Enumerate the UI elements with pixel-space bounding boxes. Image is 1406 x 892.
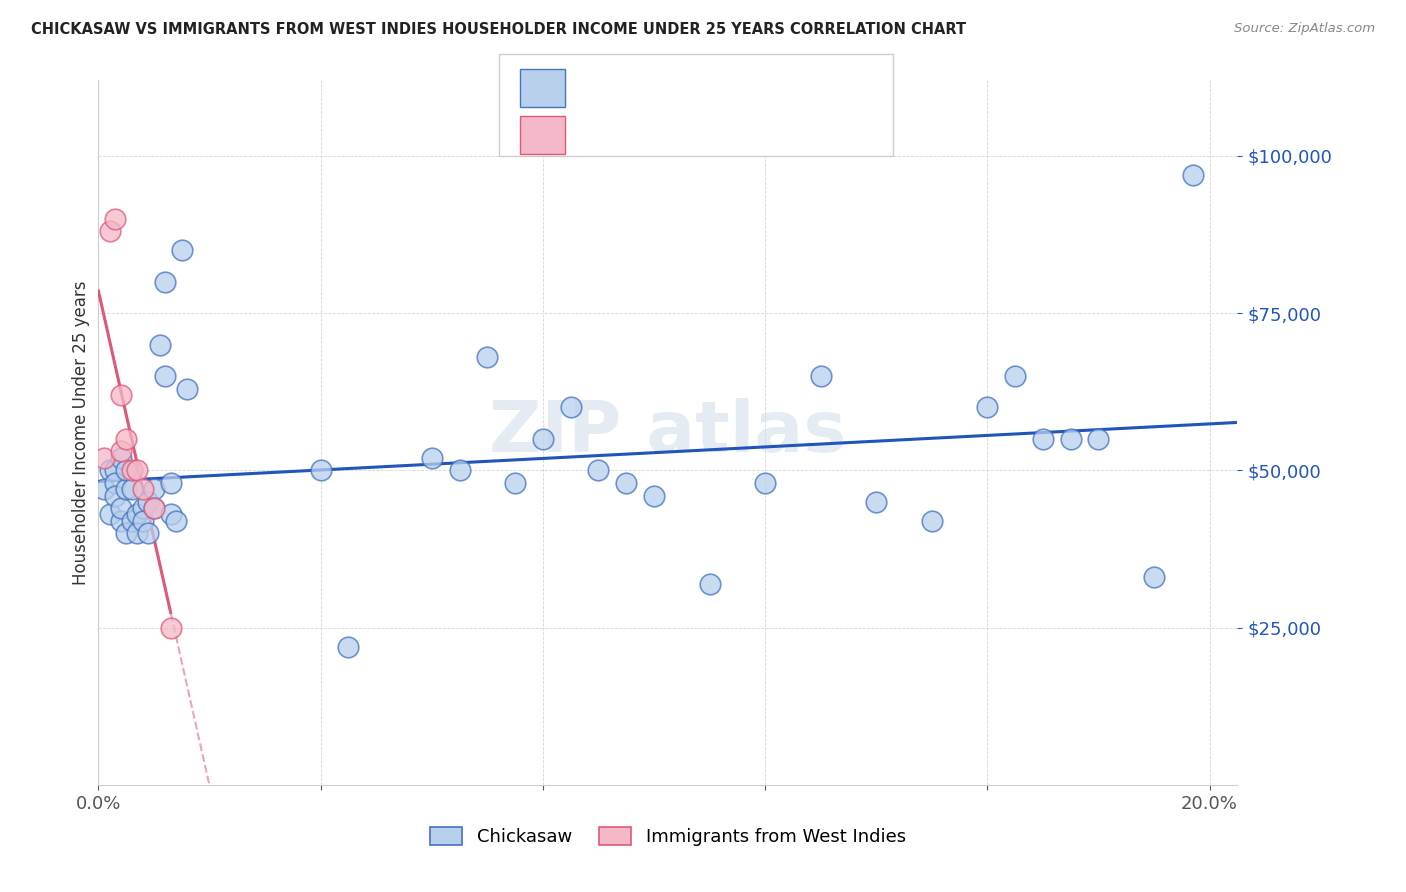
Point — [132, 501, 155, 516]
Point — [104, 475, 127, 490]
Point — [1004, 369, 1026, 384]
Point — [420, 450, 443, 465]
Point — [127, 463, 149, 477]
Point — [98, 463, 121, 477]
Point — [110, 444, 132, 458]
Text: CHICKASAW VS IMMIGRANTS FROM WEST INDIES HOUSEHOLDER INCOME UNDER 25 YEARS CORRE: CHICKASAW VS IMMIGRANTS FROM WEST INDIES… — [31, 22, 966, 37]
Point — [104, 489, 127, 503]
Point — [143, 501, 166, 516]
Point — [337, 640, 360, 654]
Point — [127, 508, 149, 522]
Point — [98, 224, 121, 238]
Point — [121, 514, 143, 528]
Point — [93, 482, 115, 496]
Point — [754, 475, 776, 490]
Point — [165, 514, 187, 528]
Point — [127, 526, 149, 541]
Point — [104, 463, 127, 477]
Point — [531, 432, 554, 446]
Legend: Chickasaw, Immigrants from West Indies: Chickasaw, Immigrants from West Indies — [422, 820, 914, 854]
Point — [503, 475, 526, 490]
Point — [699, 576, 721, 591]
Point — [143, 482, 166, 496]
Point — [138, 495, 160, 509]
Point — [115, 463, 138, 477]
Point — [148, 337, 170, 351]
Point — [93, 450, 115, 465]
Point — [110, 450, 132, 465]
Text: R =  0.278   N = 53: R = 0.278 N = 53 — [579, 79, 786, 97]
Point — [176, 382, 198, 396]
Point — [110, 501, 132, 516]
Point — [153, 369, 176, 384]
Point — [121, 482, 143, 496]
Point — [98, 508, 121, 522]
Point — [614, 475, 637, 490]
Point — [115, 482, 138, 496]
Point — [1087, 432, 1109, 446]
Point — [121, 463, 143, 477]
Point — [104, 211, 127, 226]
Point — [115, 432, 138, 446]
Text: R = −0.098   N =  11: R = −0.098 N = 11 — [579, 126, 797, 144]
Point — [1032, 432, 1054, 446]
Point — [110, 388, 132, 402]
Point — [159, 508, 181, 522]
Point — [115, 526, 138, 541]
Y-axis label: Householder Income Under 25 years: Householder Income Under 25 years — [72, 280, 90, 585]
Text: Source: ZipAtlas.com: Source: ZipAtlas.com — [1234, 22, 1375, 36]
Point — [921, 514, 943, 528]
Point — [309, 463, 332, 477]
Point — [159, 621, 181, 635]
Point — [865, 495, 887, 509]
Point — [449, 463, 471, 477]
Point — [132, 482, 155, 496]
Point — [477, 350, 499, 364]
Point — [143, 501, 166, 516]
Point — [1059, 432, 1081, 446]
Point — [110, 514, 132, 528]
Point — [643, 489, 665, 503]
Point — [138, 526, 160, 541]
Point — [588, 463, 610, 477]
Point — [159, 475, 181, 490]
Point — [132, 514, 155, 528]
Point — [1143, 570, 1166, 584]
Point — [810, 369, 832, 384]
Point — [1181, 168, 1204, 182]
Point — [170, 243, 193, 257]
Text: ZIP atlas: ZIP atlas — [489, 398, 846, 467]
Point — [153, 275, 176, 289]
Point — [976, 401, 998, 415]
Point — [560, 401, 582, 415]
